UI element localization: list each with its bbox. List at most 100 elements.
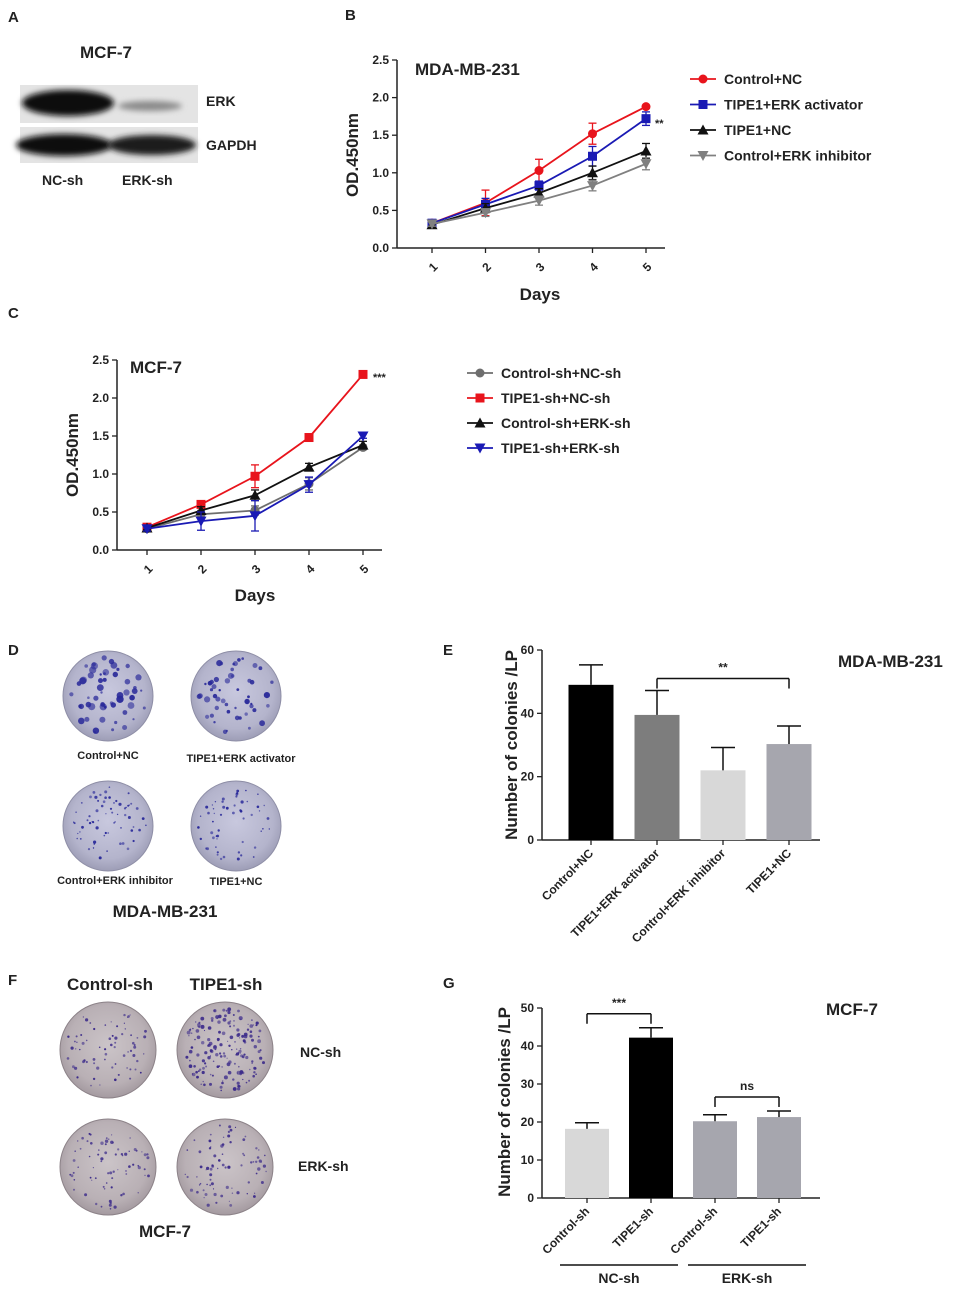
y-tick-label: 0 bbox=[527, 1191, 534, 1205]
y-tick-label: 20 bbox=[521, 1115, 535, 1129]
dish-f-control-nc bbox=[59, 1001, 157, 1099]
colony-dot bbox=[270, 680, 274, 684]
colony-dot bbox=[109, 1171, 113, 1175]
chart-b-ylabel: OD.450nm bbox=[343, 113, 362, 197]
colony-dot bbox=[116, 695, 124, 703]
blot-lane-nc-sh: NC-sh bbox=[42, 172, 83, 188]
colony-dot bbox=[88, 815, 91, 818]
colony-dot bbox=[132, 1054, 136, 1057]
colony-dot bbox=[139, 1071, 142, 1074]
colony-dot bbox=[233, 1062, 236, 1065]
colony-dot bbox=[101, 655, 107, 661]
colony-dot bbox=[111, 1177, 114, 1180]
colony-dot bbox=[198, 1150, 202, 1154]
colony-dot bbox=[99, 793, 102, 797]
colony-dot bbox=[135, 674, 142, 681]
legend-label: Control-sh+ERK-sh bbox=[501, 415, 631, 431]
panel-label-e: E bbox=[443, 642, 453, 659]
colony-dot bbox=[141, 1151, 143, 1153]
colony-dot bbox=[257, 1167, 261, 1171]
colony-dot bbox=[215, 1201, 218, 1204]
panel-label-d: D bbox=[8, 642, 19, 659]
colony-dot bbox=[100, 1205, 103, 1208]
colony-dot bbox=[214, 1048, 217, 1051]
colony-dot bbox=[249, 1068, 251, 1071]
colony-dot bbox=[127, 816, 131, 819]
colony-dot bbox=[215, 1015, 220, 1019]
colony-dot bbox=[220, 1089, 222, 1092]
colony-dot bbox=[114, 1078, 117, 1082]
colony-dot bbox=[90, 1142, 93, 1145]
colony-dot bbox=[196, 1190, 199, 1194]
colony-dot bbox=[218, 689, 221, 692]
colony-dot bbox=[219, 1052, 222, 1055]
colony-dot bbox=[69, 1173, 72, 1176]
colony-dot bbox=[197, 1070, 200, 1072]
colony-dot bbox=[236, 1191, 240, 1195]
colony-dot bbox=[251, 1019, 253, 1021]
colony-dot bbox=[242, 817, 245, 820]
colony-dot bbox=[264, 1154, 266, 1157]
colony-dot bbox=[231, 1187, 233, 1189]
colony-dot bbox=[228, 1200, 230, 1202]
colony-dot bbox=[86, 1140, 89, 1143]
colony-dot bbox=[75, 1035, 78, 1038]
colony-dot bbox=[199, 1182, 202, 1185]
dish-d-tipe1-nc bbox=[190, 780, 282, 872]
colony-dot bbox=[81, 1136, 84, 1140]
colony-dot bbox=[205, 714, 210, 719]
colony-dot bbox=[236, 1028, 240, 1032]
colony-dot bbox=[233, 1024, 235, 1027]
colony-dot bbox=[136, 1037, 139, 1039]
colony-dot bbox=[188, 1064, 193, 1068]
colony-dot bbox=[218, 1159, 221, 1162]
colony-dot bbox=[203, 1197, 205, 1199]
x-tick-label: 3 bbox=[249, 562, 264, 577]
colony-dot bbox=[211, 684, 217, 690]
chart-c-ylabel: OD.450nm bbox=[63, 413, 82, 497]
colony-dot bbox=[245, 789, 247, 792]
colony-dot bbox=[102, 800, 106, 803]
blot-label-gapdh: GAPDH bbox=[206, 137, 257, 153]
x-tick-label: Control-sh bbox=[539, 1204, 592, 1257]
colony-dot bbox=[92, 727, 100, 734]
colony-dot bbox=[259, 1049, 262, 1052]
colony-dot bbox=[92, 1058, 96, 1061]
data-point bbox=[358, 369, 368, 379]
colony-dot bbox=[186, 1175, 189, 1179]
colony-dot bbox=[186, 1030, 191, 1035]
colony-dot bbox=[203, 1083, 206, 1087]
chart-c-annotation: *** bbox=[373, 372, 387, 384]
colony-dot bbox=[195, 1070, 198, 1074]
blot-band-erk-sh bbox=[118, 101, 182, 111]
colony-dot bbox=[238, 1049, 242, 1053]
colony-dot bbox=[209, 1178, 212, 1181]
colony-dot bbox=[98, 1046, 101, 1049]
colony-dot bbox=[258, 1149, 260, 1151]
colony-dot bbox=[237, 1087, 241, 1091]
colony-dot bbox=[137, 1164, 140, 1167]
colony-dot bbox=[125, 663, 130, 669]
legend-marker bbox=[698, 100, 708, 109]
colony-dot bbox=[79, 1147, 82, 1150]
data-point bbox=[357, 439, 369, 450]
colony-dot bbox=[252, 663, 258, 668]
colony-dot bbox=[204, 1062, 207, 1065]
colony-dot bbox=[251, 1062, 253, 1064]
colony-dot bbox=[73, 822, 76, 825]
colony-dot bbox=[89, 666, 97, 674]
colony-dot bbox=[201, 1070, 205, 1075]
colony-dot bbox=[104, 1052, 108, 1056]
colony-dot bbox=[133, 1045, 137, 1049]
colony-dot bbox=[210, 831, 214, 835]
colony-dot bbox=[227, 1130, 230, 1133]
colony-dot bbox=[92, 791, 96, 794]
colony-dot bbox=[132, 1041, 135, 1045]
colony-dot bbox=[212, 1188, 215, 1190]
y-tick-label: 2.0 bbox=[372, 91, 389, 105]
colony-dot bbox=[99, 703, 107, 711]
y-tick-label: 20 bbox=[521, 770, 535, 784]
colony-dot bbox=[79, 677, 87, 685]
colony-dot bbox=[258, 1029, 262, 1033]
colony-dot bbox=[190, 1032, 193, 1034]
